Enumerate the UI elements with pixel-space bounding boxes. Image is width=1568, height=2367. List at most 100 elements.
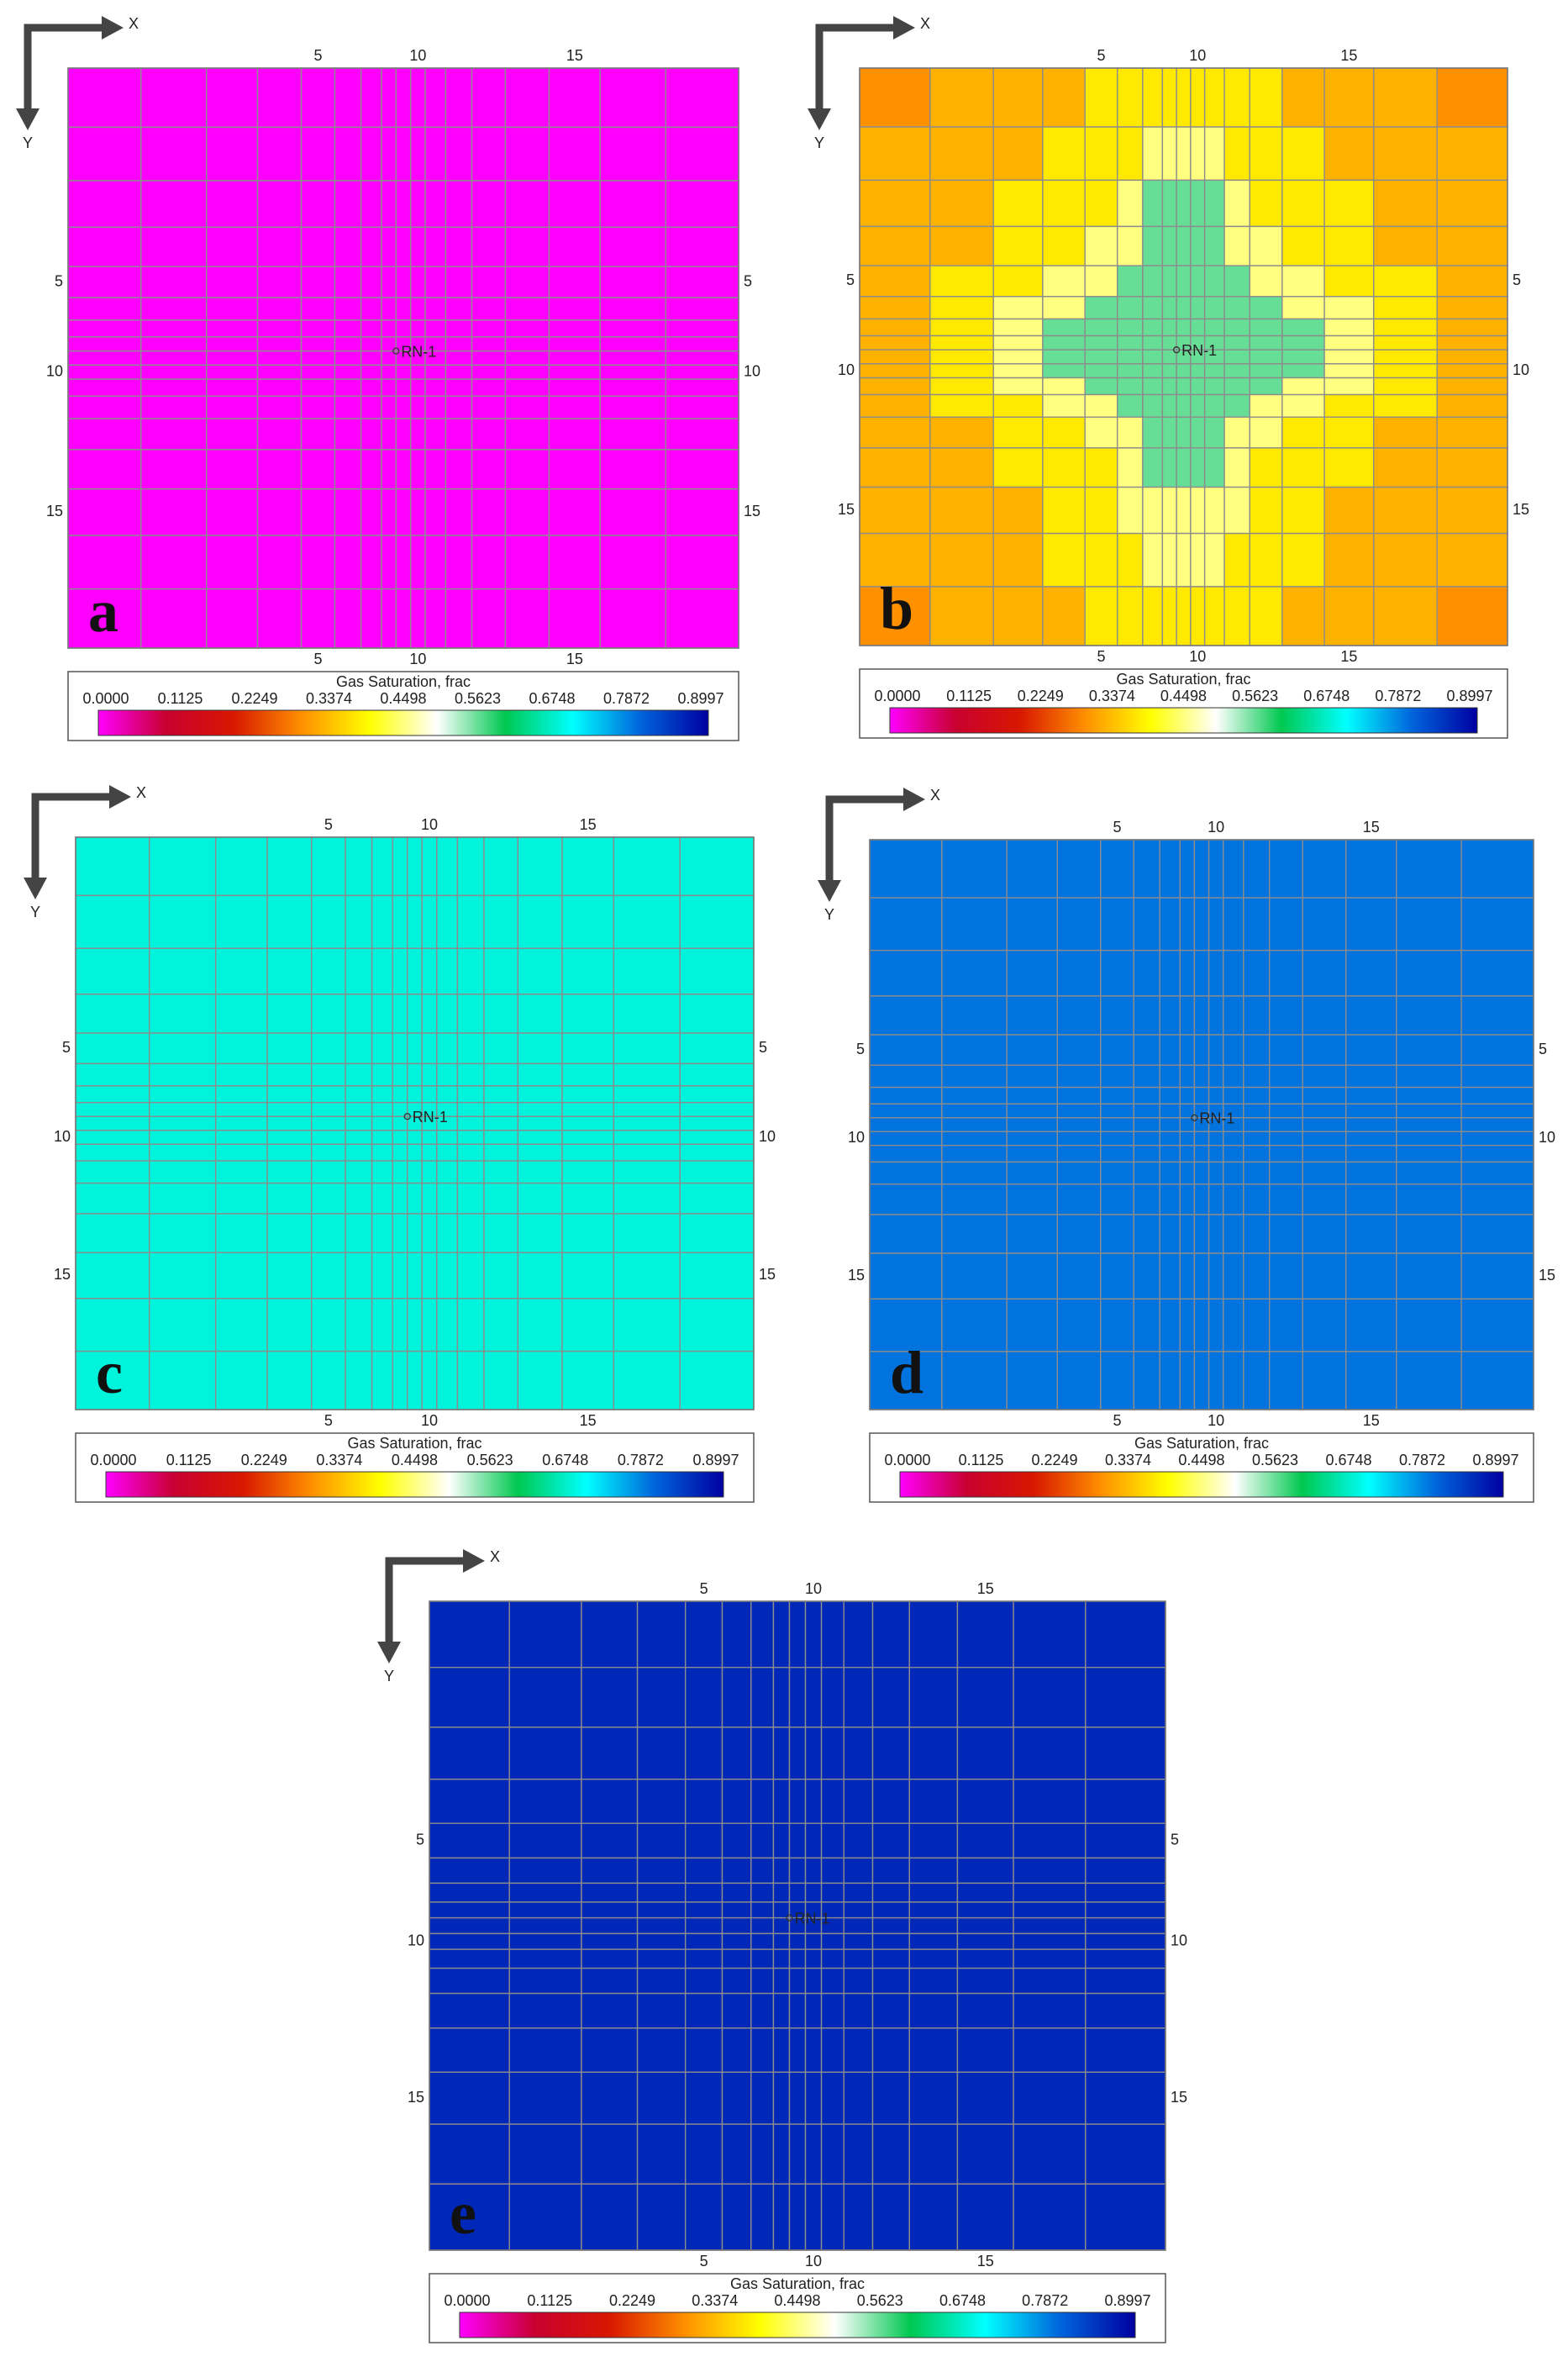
grid-cell [750, 1901, 775, 1919]
grid-cell [684, 2183, 723, 2251]
grid-cell [1161, 447, 1177, 488]
grid-cell [929, 416, 994, 449]
grid-cell [334, 364, 362, 380]
grid-cell [1345, 1351, 1397, 1410]
grid-cell [1281, 532, 1325, 588]
grid-cell [684, 1600, 723, 1668]
grid-cell [1223, 586, 1250, 646]
grid-cell [1042, 225, 1086, 266]
grid-cell [869, 1252, 943, 1300]
grid-cell [1161, 179, 1177, 228]
grid-cell [1006, 1103, 1058, 1119]
grid-cell [613, 1160, 681, 1184]
grid-cell [665, 336, 739, 352]
grid-cell [908, 2123, 959, 2185]
grid-cell [1460, 1064, 1534, 1089]
grid-cell [67, 126, 142, 182]
grid-cell [517, 1115, 563, 1131]
grid-cell [772, 1779, 791, 1824]
grid-cell [517, 1032, 563, 1065]
grid-cell [140, 378, 208, 397]
plot-frame [67, 67, 739, 649]
grid-cell [1142, 532, 1164, 588]
grid-cell [381, 266, 397, 298]
grid-cell [1302, 1064, 1347, 1089]
grid-cell [421, 1130, 438, 1145]
grid-cell [206, 67, 259, 129]
grid-cell [381, 449, 397, 490]
grid-cell [266, 1085, 313, 1104]
grid-cell [613, 1062, 681, 1087]
grid-cell [483, 1115, 519, 1131]
grid-cell [1013, 1916, 1087, 1935]
grid-cell [1203, 532, 1225, 588]
grid-cell [1159, 1034, 1181, 1066]
grid-cell [1193, 897, 1210, 952]
grid-cell [992, 416, 1044, 449]
grid-cell [1436, 296, 1508, 320]
grid-cell [1100, 1103, 1134, 1119]
grid-cell [859, 67, 931, 128]
grid-cell [599, 449, 666, 490]
grid-cell [392, 1160, 408, 1184]
grid-cell [1223, 486, 1250, 535]
grid-cell [409, 395, 426, 419]
grid-cell [908, 1726, 959, 1780]
y-tick-label: 15 [838, 501, 855, 518]
panel-label: b [880, 575, 913, 642]
grid-cell [820, 2183, 845, 2251]
grid-cell [1396, 897, 1462, 952]
grid-cell [548, 226, 601, 267]
panel-label: e [450, 2180, 476, 2247]
colorbar-tick-label: 0.3374 [1105, 1452, 1151, 1468]
grid-cell [956, 1779, 1014, 1824]
x-axis-label: X [930, 787, 940, 804]
grid-cell [214, 1182, 268, 1215]
x-tick-label: 15 [566, 47, 583, 64]
x-axis-label: X [490, 1548, 500, 1565]
grid-cell [424, 488, 447, 536]
grid-cell [471, 378, 507, 397]
grid-cell [1133, 1351, 1160, 1410]
grid-cell [820, 1948, 845, 1969]
grid-cell [1006, 1298, 1058, 1352]
grid-cell [360, 350, 382, 366]
grid-cell [436, 1182, 459, 1215]
grid-cell [1243, 1086, 1271, 1105]
grid-cell [636, 1967, 687, 1995]
grid-cell [613, 1213, 681, 1253]
grid-cell [1085, 1666, 1166, 1728]
grid-cell [1085, 1726, 1166, 1780]
grid-cell [371, 1062, 393, 1087]
grid-cell [1302, 897, 1347, 952]
grid-cell [360, 266, 382, 298]
grid-cell [1179, 1161, 1196, 1185]
grid-cell [1243, 1131, 1271, 1147]
grid-cell [334, 336, 362, 352]
grid-cell [1193, 1086, 1210, 1105]
grid-cell [929, 296, 994, 320]
grid-cell [456, 1062, 485, 1087]
grid-cell [908, 1967, 959, 1995]
grid-cell [1223, 349, 1250, 365]
x-tick-label: 15 [580, 816, 597, 833]
grid-cell [256, 488, 303, 536]
grid-cell [504, 449, 550, 490]
grid-cell [1436, 393, 1508, 418]
grid-cell [1013, 1882, 1087, 1903]
grid-cell [1176, 363, 1192, 379]
x-tick-label: 5 [324, 816, 333, 833]
grid-cell [1133, 1064, 1160, 1089]
y-tick-label: 15 [1539, 1267, 1555, 1284]
grid-cell [750, 1857, 775, 1885]
grid-cell [1396, 1144, 1462, 1163]
grid-cell [436, 1062, 459, 1087]
grid-cell [1161, 416, 1177, 449]
grid-cell [345, 994, 373, 1034]
grid-cell [445, 488, 473, 536]
grid-cell [956, 1857, 1014, 1885]
grid-cell [1203, 363, 1225, 379]
grid-cell [1249, 486, 1283, 535]
grid-cell [409, 67, 426, 129]
grid-cell [581, 1822, 639, 1859]
